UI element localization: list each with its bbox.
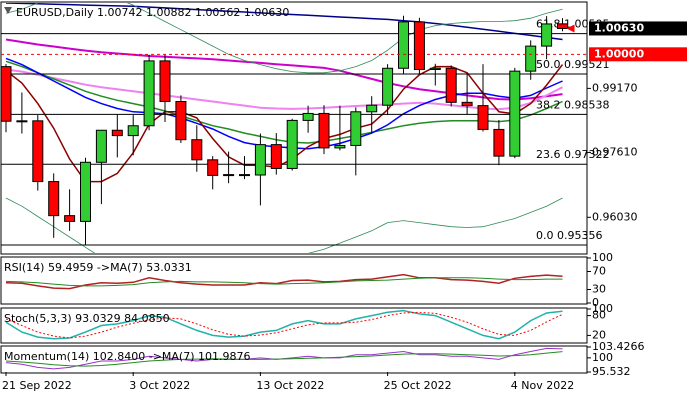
x-tick-label: 13 Oct 2022 (256, 379, 324, 392)
candle-body (80, 161, 91, 222)
candle-body (159, 60, 171, 103)
indicator-line (5, 68, 563, 111)
price-box (589, 47, 687, 62)
candle-body (143, 60, 155, 127)
fib-label: 0.0 0.95356 (536, 229, 602, 242)
candle-body (111, 129, 123, 137)
candle-body (254, 144, 266, 176)
y-tick-label: 100 (592, 351, 613, 364)
panel (5, 309, 563, 340)
fib-label: 23.6 0.97322 (536, 148, 609, 161)
candle-body (223, 174, 235, 177)
price-box (589, 21, 687, 36)
panel-frame (0, 345, 588, 374)
indicator-line (5, 3, 563, 74)
indicator-line (5, 351, 563, 367)
y-tick-label: 100 (592, 251, 613, 264)
y-tick-label: 0.97610 (592, 145, 638, 158)
candle-body (429, 67, 441, 71)
candle-body (445, 67, 457, 103)
candle-body (64, 215, 76, 222)
x-tick-label: 25 Oct 2022 (384, 379, 452, 392)
panel (5, 273, 563, 290)
y-tick-label: 0.99170 (592, 81, 638, 94)
price-box-label: 1.00000 (594, 47, 644, 60)
x-tick-label: 21 Sep 2022 (2, 379, 72, 392)
panel-title: Stoch(5,3,3) 93.0329 84.0850 (4, 312, 170, 325)
y-tick-label: 103.4266 (592, 340, 645, 353)
indicator-line (5, 57, 563, 150)
panel (5, 347, 563, 370)
indicator-line (5, 3, 563, 41)
candle-body (525, 45, 537, 72)
y-tick-label: 30 (592, 283, 606, 296)
candle-body (191, 139, 203, 161)
price-box-label: 1.00630 (594, 21, 644, 34)
candle-body (318, 112, 330, 149)
candle-body (477, 105, 489, 130)
y-tick-label: 0 (592, 296, 599, 309)
panel-title: Momentum(14) 102.8400 ->MA(7) 101.9876 (4, 350, 251, 363)
symbol-icon (4, 7, 12, 14)
candle-body (541, 23, 553, 47)
panel-title: EURUSD,Daily 1.00742 1.00882 1.00562 1.0… (16, 6, 289, 19)
candle-body (334, 144, 346, 149)
y-tick-label: 95.532 (592, 365, 631, 378)
candle-body (461, 101, 473, 107)
price-arrow (566, 24, 575, 33)
candle-body (557, 23, 568, 29)
candle-body (32, 120, 44, 183)
candle-body (398, 21, 409, 69)
indicator-line (5, 311, 563, 339)
candle-body (16, 120, 28, 123)
y-tick-label: 0.96030 (592, 210, 638, 223)
candle-body (286, 119, 298, 169)
y-tick-label: 80 (592, 309, 606, 322)
indicator-line (5, 64, 564, 183)
candle-body (366, 104, 378, 113)
candle-body (207, 159, 219, 176)
candle-body (509, 70, 521, 157)
y-tick-label: 20 (592, 328, 606, 341)
x-tick-label: 3 Oct 2022 (129, 379, 190, 392)
indicator-line (5, 38, 563, 101)
fib-label: 38.2 0.98538 (536, 98, 609, 111)
panel (5, 3, 564, 253)
indicator-line (5, 273, 563, 290)
indicator-line (5, 60, 563, 144)
panel-title: RSI(14) 59.4959 ->MA(7) 53.0331 (4, 261, 192, 274)
indicator-line (5, 277, 563, 287)
panel-frame (0, 256, 588, 305)
y-tick-label: 70 (592, 265, 606, 278)
panel-frame (0, 307, 588, 344)
candle-body (0, 66, 12, 122)
x-tick-label: 4 Nov 2022 (511, 379, 574, 392)
candle-body (175, 101, 187, 141)
candle-body (95, 129, 107, 163)
candle-body (127, 125, 139, 137)
y-tick-label: 100 (592, 302, 613, 315)
candle-body (302, 112, 314, 121)
candle-body (382, 67, 394, 106)
candle-body (239, 174, 250, 177)
candle-body (413, 21, 425, 71)
candle-body (270, 144, 282, 169)
indicator-line (5, 197, 563, 253)
candle-body (493, 128, 505, 157)
indicator-line (5, 309, 563, 340)
panel-frame (0, 1, 588, 255)
candle-body (48, 181, 60, 217)
candle-body (350, 111, 362, 146)
